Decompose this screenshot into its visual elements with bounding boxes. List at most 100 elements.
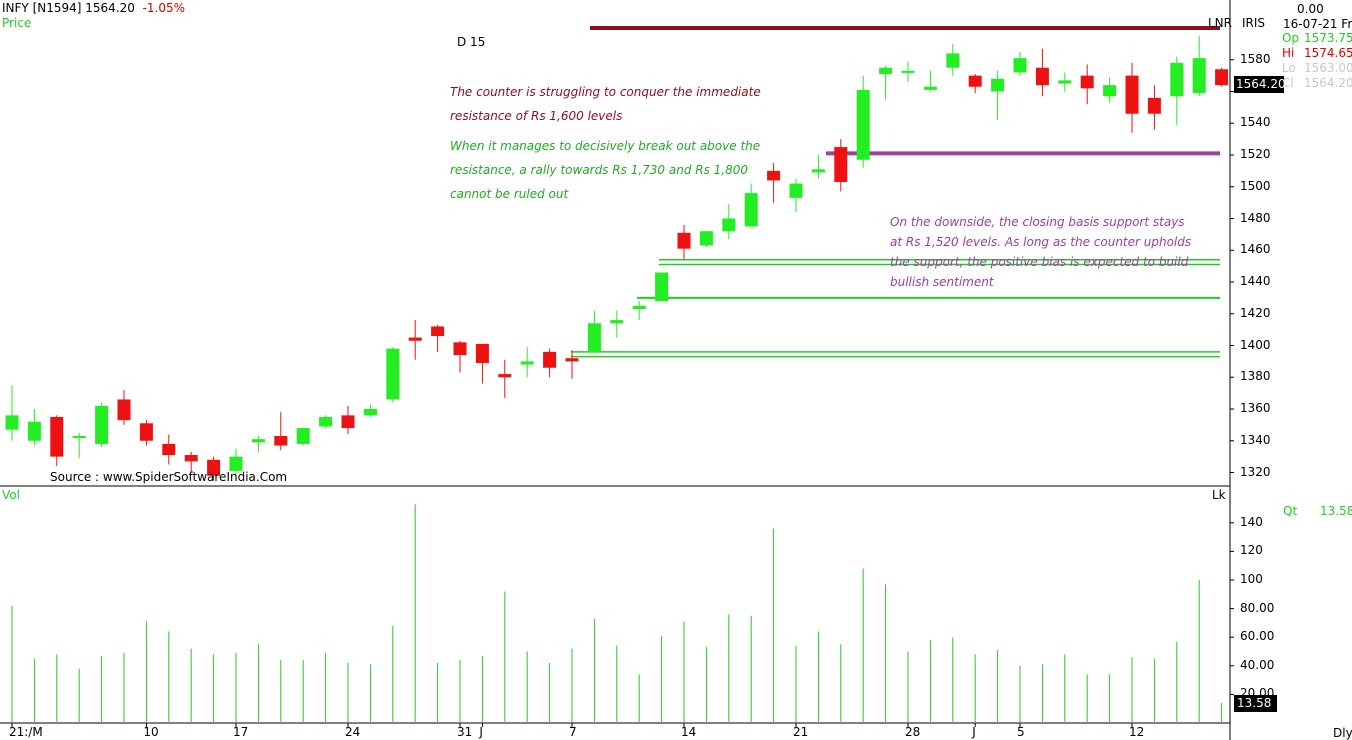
- candle: [968, 74, 982, 94]
- candle: [117, 389, 131, 425]
- price-tick-label: 1440: [1240, 274, 1271, 288]
- candle-body: [834, 147, 848, 182]
- candle: [1192, 35, 1206, 97]
- candle-body: [386, 348, 400, 400]
- ohlc-row-lo: Lo 1563.00: [1282, 61, 1352, 75]
- candle: [789, 178, 803, 213]
- candle: [946, 43, 960, 76]
- candle-body: [1058, 80, 1072, 84]
- date-tick-label: 24: [345, 725, 361, 739]
- date-tick-label: 5: [1017, 725, 1025, 739]
- price-tick-label: 1580: [1240, 51, 1271, 66]
- symbol-label: INFY [N1594]: [2, 1, 82, 15]
- candle-body: [1125, 75, 1139, 114]
- candle: [363, 404, 377, 417]
- breakout-note-text: When it manages to decisively break out …: [450, 139, 761, 201]
- volume-tick-label: 100: [1240, 572, 1263, 586]
- top-right-value: 0.00: [1297, 2, 1324, 16]
- price-tick-label: 1540: [1240, 115, 1271, 130]
- candle: [565, 350, 579, 379]
- candle: [139, 420, 153, 446]
- candle: [184, 451, 198, 473]
- ohlc-value: 1563.00: [1304, 61, 1352, 75]
- candle: [632, 301, 646, 321]
- date-tick-label: J: [479, 725, 483, 739]
- candle: [699, 231, 713, 248]
- candle-body: [856, 89, 870, 160]
- price-tick-label: 1400: [1240, 337, 1271, 352]
- candle: [991, 70, 1005, 121]
- candle: [834, 139, 848, 192]
- support-note: On the downside, the closing basis suppo…: [890, 192, 1191, 292]
- lnr-label: LNR: [1208, 16, 1232, 30]
- price-tick-label: 1480: [1240, 210, 1271, 225]
- volume-unit: Lk: [1212, 488, 1226, 502]
- candle: [498, 359, 512, 398]
- date-tick-label: 17: [233, 725, 249, 739]
- candle: [1013, 51, 1027, 76]
- date-tick-label: 10: [143, 725, 159, 739]
- candle-body: [699, 231, 713, 246]
- candle-body: [1170, 62, 1184, 97]
- candle: [1147, 85, 1161, 130]
- volume-tick-label: 60.00: [1240, 629, 1275, 644]
- candle: [744, 183, 758, 227]
- current-volume-box: 13.58: [1234, 695, 1277, 712]
- candle: [901, 61, 915, 82]
- ohlc-value: 1574.65: [1304, 46, 1352, 60]
- candle-body: [341, 415, 355, 429]
- candle: [587, 310, 601, 352]
- candle-body: [229, 456, 243, 471]
- candle-body: [498, 374, 512, 378]
- candle: [251, 435, 265, 452]
- date-tick-label: 21: [793, 725, 809, 739]
- candle-body: [543, 351, 557, 368]
- candle: [1080, 64, 1094, 105]
- ohlc-label: Cl: [1282, 76, 1294, 90]
- candle-body: [722, 218, 736, 232]
- candle: [1103, 77, 1117, 103]
- candle: [1035, 48, 1049, 97]
- volume-tick-label: 40.00: [1240, 657, 1275, 672]
- price-tick-label: 1340: [1240, 432, 1271, 447]
- price-panel-label: Price: [2, 16, 32, 30]
- candle-body: [901, 70, 915, 73]
- price-tick-label: 1520: [1240, 147, 1271, 161]
- price-tick-label: 1320: [1240, 464, 1271, 479]
- chart-title: INFY [N1594] 1564.20 -1.05%: [2, 1, 185, 15]
- date-label: 16-07-21 Fri: [1283, 17, 1352, 31]
- date-tick-label: 14: [681, 725, 697, 739]
- candle-body: [1013, 58, 1027, 73]
- candle: [27, 409, 41, 446]
- candle-body: [879, 67, 893, 75]
- candle: [296, 428, 310, 446]
- candle-body: [408, 337, 422, 341]
- period-label: Dly: [1333, 726, 1352, 740]
- volume-tick-label: 80.00: [1240, 600, 1275, 615]
- candle: [431, 324, 445, 352]
- candle-body: [923, 86, 937, 90]
- ohlc-row-op: Op 1573.75: [1282, 31, 1352, 45]
- candle-body: [610, 320, 624, 324]
- candle-body: [184, 455, 198, 462]
- ohlc-value: 1564.20: [1304, 76, 1352, 90]
- candle-body: [319, 416, 333, 427]
- price-tick-label: 1360: [1240, 401, 1271, 415]
- candle-body: [139, 423, 153, 441]
- candle: [543, 348, 557, 378]
- candle: [1125, 62, 1139, 133]
- candle-body: [95, 405, 109, 444]
- candle: [1058, 72, 1072, 92]
- price-tick-label: 1460: [1240, 242, 1271, 257]
- qt-value: 13.58: [1320, 504, 1352, 518]
- candle: [1170, 56, 1184, 125]
- ohlc-value: 1573.75: [1304, 31, 1352, 45]
- candle-body: [431, 326, 445, 336]
- candle: [767, 162, 781, 203]
- ohlc-label: Lo: [1282, 61, 1296, 75]
- candle: [856, 75, 870, 168]
- candle-body: [1080, 75, 1094, 89]
- candle: [341, 405, 355, 435]
- candle-body: [274, 435, 288, 446]
- candle: [408, 320, 422, 360]
